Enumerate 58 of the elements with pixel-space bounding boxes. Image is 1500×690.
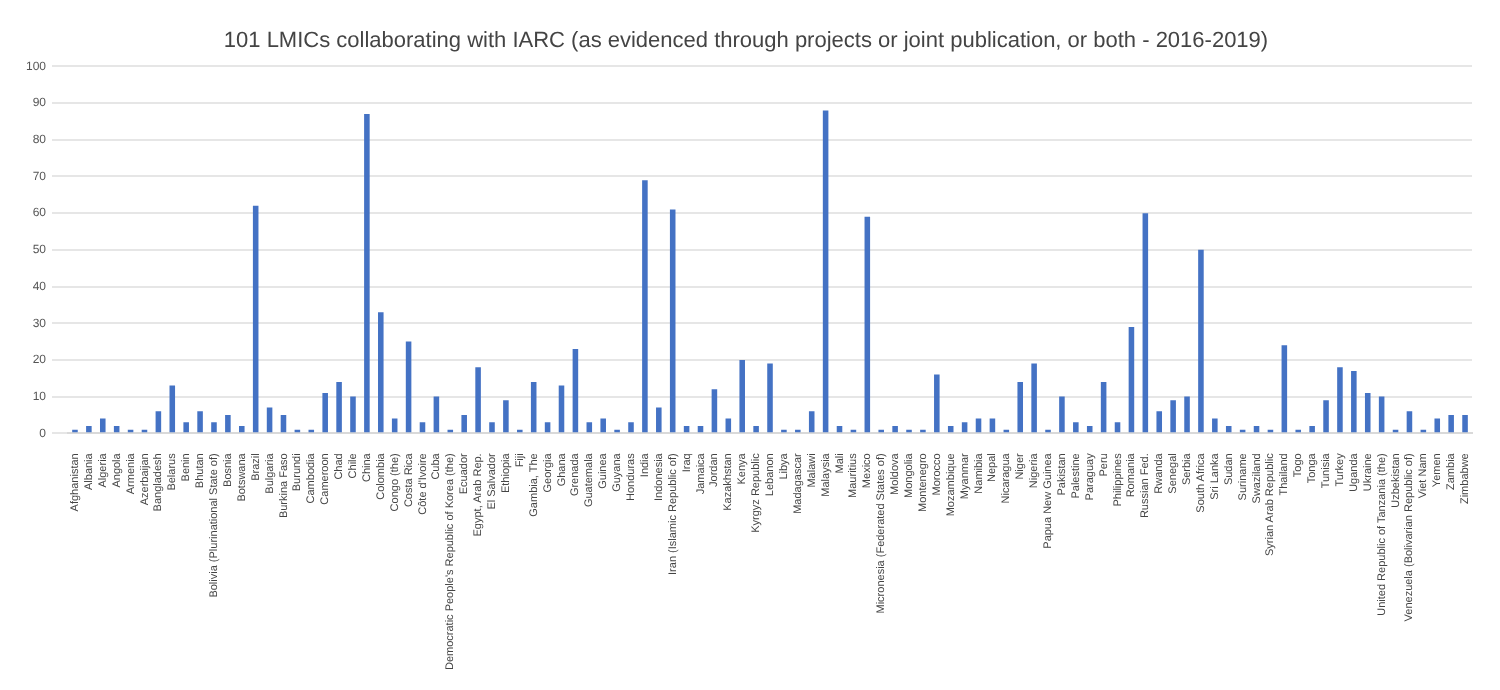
bar (336, 381, 342, 433)
bar (86, 425, 92, 433)
bar (364, 114, 370, 433)
bar (1156, 411, 1163, 433)
bar (1017, 381, 1024, 433)
bar (1128, 326, 1135, 433)
bar (656, 407, 662, 433)
bar (1281, 345, 1288, 433)
bar (767, 363, 773, 433)
bar (197, 411, 203, 433)
bar (1142, 213, 1149, 433)
bar (489, 422, 495, 433)
bar (669, 209, 676, 433)
bar (1086, 425, 1093, 433)
chart-title: 101 LMICs collaborating with IARC (as evidenced through projects or joint publication, or both - 2016-2019) (223, 29, 1269, 54)
bar (1323, 400, 1329, 433)
bar (1434, 418, 1441, 433)
bar (183, 422, 189, 433)
bar (1059, 396, 1065, 433)
bar (753, 425, 759, 433)
bar (934, 374, 940, 433)
bar (1031, 363, 1037, 433)
bar (1198, 249, 1204, 433)
bar (1448, 414, 1454, 433)
bar (99, 418, 106, 433)
bar (322, 392, 328, 433)
bar (711, 389, 718, 433)
bar (239, 425, 245, 433)
bar (1212, 418, 1218, 433)
bar (503, 400, 509, 433)
bar (1225, 425, 1232, 433)
bar (947, 425, 954, 433)
bar (892, 425, 898, 433)
bar (808, 411, 815, 433)
bar (378, 312, 384, 433)
bar (155, 411, 162, 433)
bar (1337, 367, 1343, 433)
bar (1462, 414, 1468, 433)
bar (1184, 396, 1190, 433)
bar (1309, 425, 1315, 433)
bar (169, 385, 176, 433)
bar (211, 422, 217, 433)
bar (252, 205, 259, 433)
bar (475, 367, 481, 433)
bar (864, 216, 871, 433)
bar (350, 396, 356, 433)
bar (600, 418, 606, 433)
bar (1170, 400, 1176, 433)
bar (1073, 422, 1079, 433)
bar (628, 422, 634, 433)
bar (225, 414, 231, 433)
bar (739, 359, 745, 433)
bar (1364, 392, 1371, 433)
bar (822, 110, 829, 433)
bar (642, 180, 648, 433)
bar (461, 414, 467, 433)
bar (1351, 370, 1357, 433)
bar (1406, 411, 1413, 433)
